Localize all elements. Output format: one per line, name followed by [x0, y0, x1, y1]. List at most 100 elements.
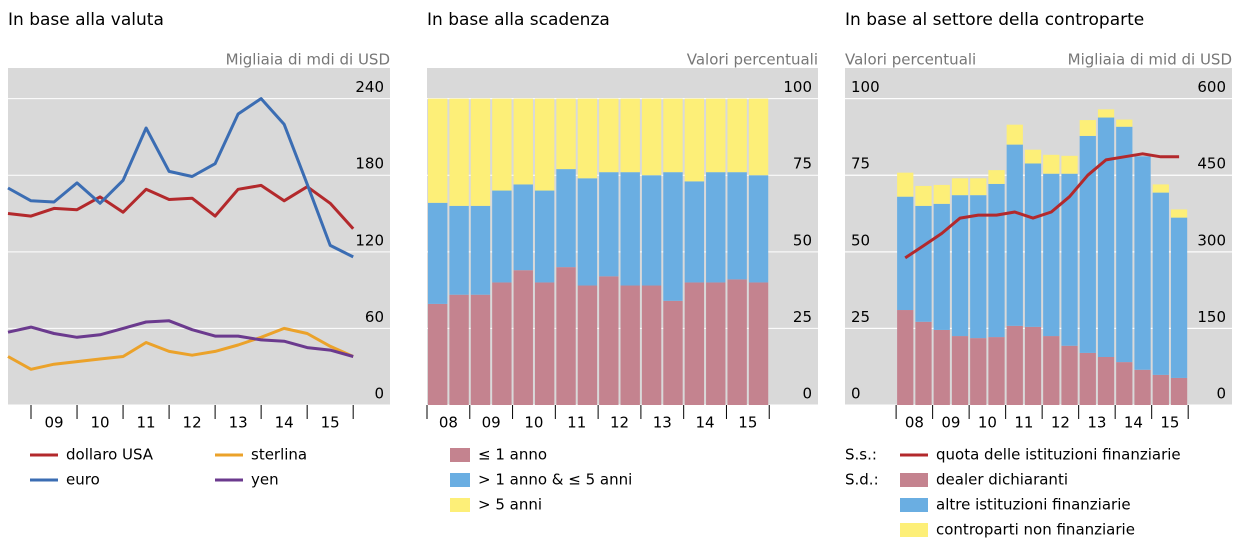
- yticks-label: 0: [802, 385, 812, 403]
- x-tick-label: 15: [738, 414, 757, 432]
- y2ticks-label: 0: [1216, 385, 1226, 403]
- bar-segment: [706, 98, 726, 173]
- bar-segment: [684, 282, 705, 405]
- y2ticks-label: 150: [1197, 308, 1226, 326]
- bar-segment: [1061, 345, 1078, 405]
- bar-segment: [1170, 217, 1188, 378]
- legend-label: quota delle istituzioni finanziarie: [936, 446, 1181, 464]
- bar-segment: [1152, 374, 1169, 405]
- panel-title: In base al settore della controparte: [845, 10, 1144, 30]
- legend-label: ≤ 1 anno: [478, 446, 547, 464]
- bar-segment: [1152, 192, 1169, 375]
- legend-swatch: [900, 473, 928, 487]
- x-tick-label: 11: [567, 414, 586, 432]
- x-tick-label: 08: [905, 414, 924, 432]
- bar-segment: [933, 184, 950, 204]
- bar-segment: [492, 282, 512, 405]
- bar-segment: [1134, 369, 1151, 405]
- bar-segment: [534, 282, 555, 405]
- y2-axis-unit: Migliaia di mid di USD: [1068, 51, 1232, 69]
- yticks-label: 0: [851, 385, 861, 403]
- bar-segment: [620, 98, 640, 173]
- legend-label: > 5 anni: [478, 496, 542, 514]
- bar-segment: [449, 294, 469, 405]
- bar-segment: [1079, 135, 1096, 353]
- x-tick-label: 12: [610, 414, 629, 432]
- bar-segment: [428, 303, 448, 405]
- bar-segment: [951, 178, 969, 196]
- panel-title: In base alla scadenza: [427, 10, 610, 30]
- data-line: [7, 326, 354, 371]
- x-tick-label: 13: [1087, 414, 1106, 432]
- data-line: [7, 319, 354, 358]
- bar-segment: [449, 98, 469, 206]
- yticks-label: 60: [365, 308, 384, 326]
- x-tick-label: 15: [1160, 414, 1179, 432]
- legend-swatch: [450, 448, 470, 462]
- bar-segment: [915, 205, 932, 322]
- x-tick-label: 08: [439, 414, 458, 432]
- bar-segment: [620, 172, 640, 286]
- bar-segment: [641, 175, 662, 286]
- data-line: [7, 97, 354, 259]
- bar-segment: [951, 195, 969, 337]
- bar-segment: [1006, 144, 1023, 326]
- legend-swatch: [900, 498, 928, 512]
- bar-segment: [663, 98, 683, 173]
- legend-label: > 1 anno & ≤ 5 anni: [478, 471, 632, 489]
- bar-segment: [1152, 184, 1169, 193]
- x-tick-label: 15: [321, 414, 340, 432]
- bar-segment: [577, 178, 598, 286]
- legend-swatch: [450, 498, 470, 512]
- legend-label: dollaro USA: [66, 446, 154, 464]
- yticks-label: 75: [793, 155, 812, 173]
- x-tick-label: 09: [44, 414, 63, 432]
- bar-segment: [1097, 357, 1115, 405]
- bar-segment: [988, 183, 1005, 338]
- y-axis-unit: Migliaia di mdi di USD: [226, 51, 390, 69]
- panel-title: In base alla valuta: [8, 10, 164, 30]
- bar-segment: [1006, 124, 1023, 145]
- bar-segment: [1024, 163, 1042, 327]
- bar-segment: [1006, 325, 1023, 405]
- bar-segment: [748, 98, 769, 176]
- bar-segment: [556, 98, 576, 170]
- y-axis-unit: Valori percentuali: [687, 51, 818, 69]
- bar-segment: [1097, 117, 1115, 358]
- bar-segment: [1043, 336, 1060, 405]
- bar-segment: [727, 172, 747, 280]
- x-tick-label: 10: [91, 414, 110, 432]
- y2ticks-label: 600: [1197, 78, 1226, 96]
- bar-segment: [599, 98, 619, 173]
- bar-segment: [684, 98, 705, 182]
- bar-segment: [1170, 377, 1188, 405]
- bar-segment: [1116, 126, 1133, 363]
- bar-segment: [988, 337, 1005, 405]
- bar-segment: [897, 196, 914, 311]
- bar-segment: [534, 190, 555, 283]
- bar-segment: [1024, 149, 1042, 164]
- bar-segment: [748, 175, 769, 283]
- bar-segment: [577, 285, 598, 405]
- bar-segment: [513, 98, 533, 185]
- bar-segment: [915, 185, 932, 206]
- bar-segment: [1061, 155, 1078, 174]
- bar-segment: [1024, 326, 1042, 405]
- bar-segment: [641, 98, 662, 176]
- bar-segment: [727, 279, 747, 405]
- yticks-label: 50: [793, 231, 812, 249]
- bar-segment: [748, 282, 769, 405]
- x-tick-label: 12: [1051, 414, 1070, 432]
- x-tick-label: 14: [275, 414, 294, 432]
- legend-prefix: S.s.:: [845, 446, 877, 464]
- bar-segment: [556, 169, 576, 268]
- legend-label: sterlina: [251, 446, 307, 464]
- yticks-label: 25: [793, 308, 812, 326]
- x-tick-label: 11: [1014, 414, 1033, 432]
- bar-segment: [620, 285, 640, 405]
- legend-label: yen: [251, 471, 279, 489]
- x-tick-label: 10: [524, 414, 543, 432]
- x-tick-label: 11: [137, 414, 156, 432]
- legend-swatch: [450, 473, 470, 487]
